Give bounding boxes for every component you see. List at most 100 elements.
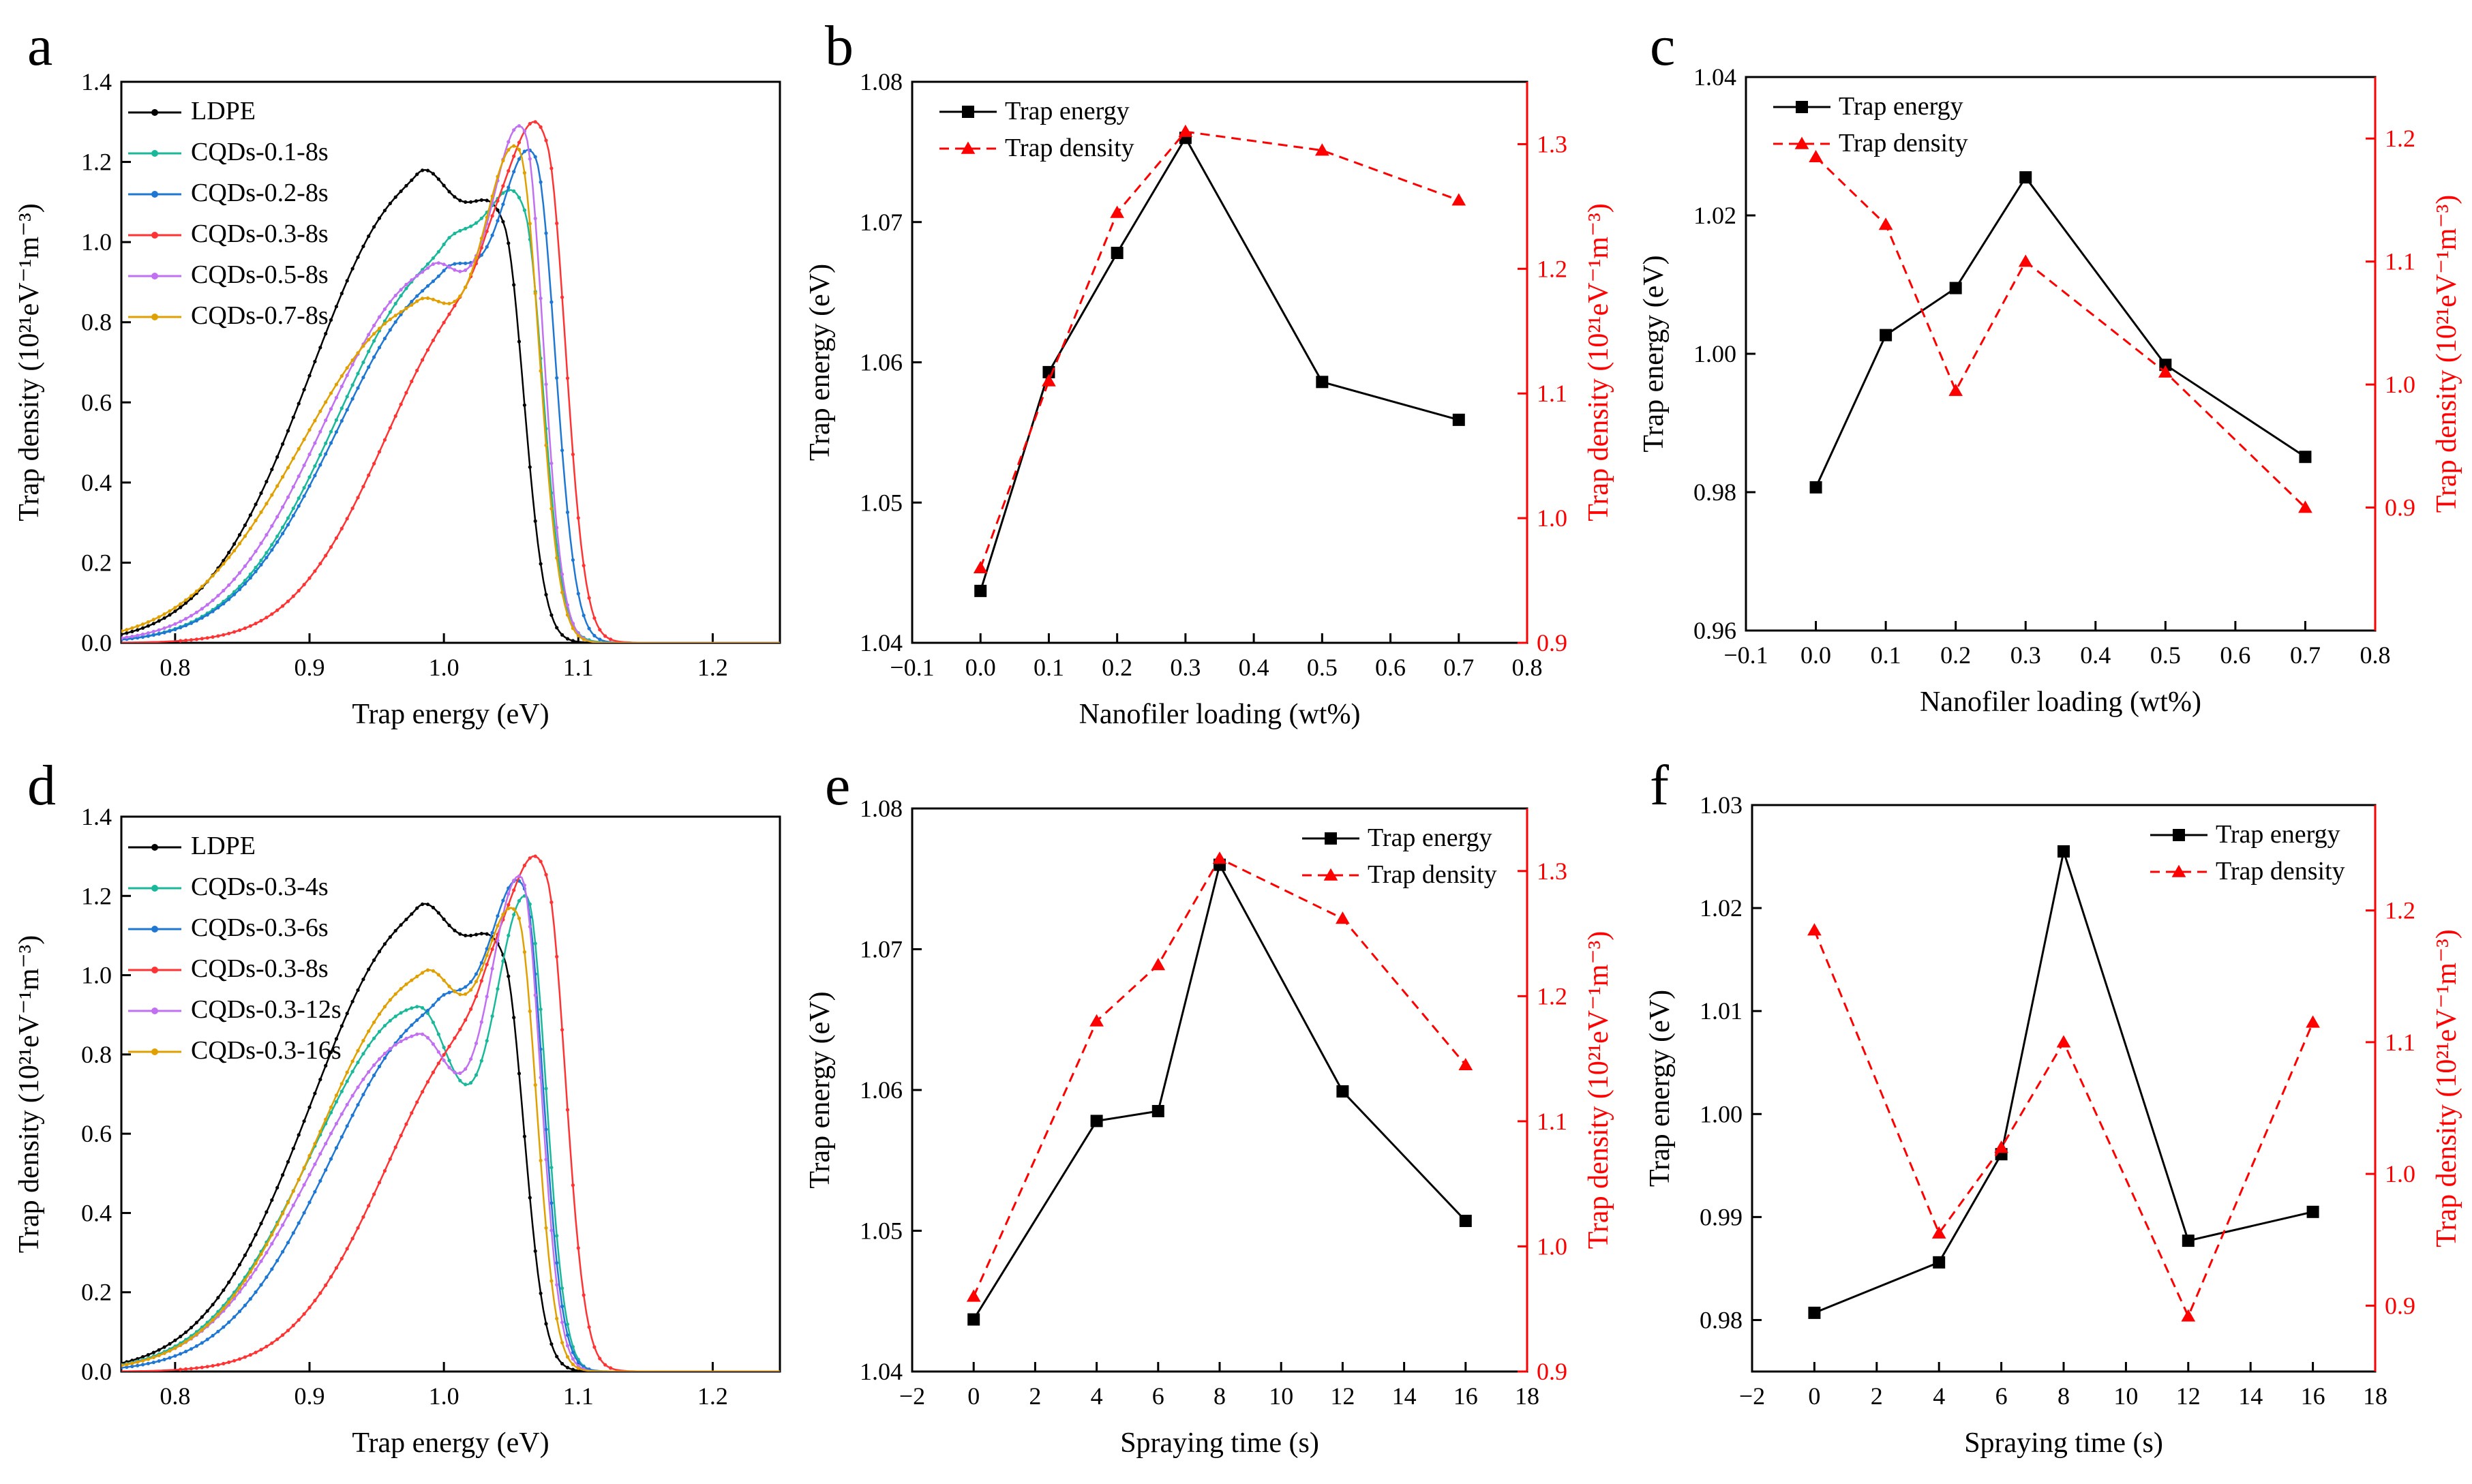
series-point (522, 950, 527, 954)
series-point (464, 261, 468, 265)
series-point (410, 379, 414, 384)
series-point (571, 1350, 575, 1354)
series-point (517, 874, 522, 878)
series-point (265, 1344, 269, 1348)
x-tick-label: 6 (1152, 1382, 1164, 1410)
series-point (340, 1082, 344, 1086)
right-axis-label: Trap density (10²¹eV⁻¹m⁻³) (2431, 929, 2462, 1247)
series-point (121, 636, 123, 640)
series-point (179, 1335, 183, 1339)
legend-marker (151, 191, 158, 198)
series-point (410, 278, 414, 282)
series-point (431, 1003, 436, 1008)
y-axis-label: Trap energy (eV) (1644, 990, 1676, 1187)
series-point (334, 1121, 338, 1125)
series-point (485, 953, 489, 957)
series-point (281, 442, 285, 446)
x-tick-label: 0.8 (160, 654, 190, 681)
series-point (205, 1337, 209, 1342)
series-point (592, 633, 597, 638)
series-point (372, 1073, 376, 1078)
legend-entry: LDPE (191, 832, 256, 860)
series-point (517, 157, 522, 161)
y-tick-label: 1.07 (860, 209, 903, 236)
series-line-1 (121, 894, 780, 1372)
legend-marker (1323, 868, 1338, 881)
series-point (205, 1323, 209, 1327)
x-tick-label: 1.0 (429, 1382, 459, 1410)
series-point (307, 1105, 312, 1109)
series-point (340, 374, 344, 378)
y-tick-label: 1.4 (81, 68, 112, 95)
series-point (507, 140, 511, 144)
series-point (329, 1105, 333, 1109)
y-tick-label: 1.4 (81, 803, 112, 830)
series-point (458, 1071, 462, 1075)
legend-marker (962, 106, 974, 118)
x-tick-label: 0.9 (295, 1382, 325, 1410)
right-tick-label: 1.2 (1537, 255, 1567, 282)
legend: Trap energy Trap density (1302, 823, 1497, 889)
series-point (560, 1304, 564, 1309)
series-point (512, 888, 516, 892)
series-point (453, 299, 457, 303)
trap-density-point (2056, 1035, 2071, 1048)
series-point (377, 1029, 382, 1033)
series-point (539, 125, 543, 129)
y-tick-label: 0.4 (81, 469, 112, 496)
series-point (334, 382, 338, 387)
series-point (544, 1087, 548, 1091)
series-point (571, 626, 575, 631)
series-point (469, 272, 473, 276)
series-point (485, 198, 489, 202)
series-line-0 (121, 169, 780, 643)
series-point (340, 1112, 344, 1116)
legend-entry: CQDs-0.3-4s (191, 873, 329, 901)
series-point (270, 1341, 274, 1345)
series-point (399, 1035, 403, 1039)
series-point (281, 1223, 285, 1227)
series-point (474, 972, 479, 976)
series-point (560, 1320, 564, 1324)
series-point (490, 233, 494, 237)
series-point (211, 1318, 215, 1322)
series-point (243, 564, 247, 569)
series-point (507, 903, 511, 907)
series-point (571, 1363, 575, 1367)
series-point (598, 637, 602, 641)
series-point (474, 256, 479, 260)
series-point (436, 299, 440, 303)
series-point (356, 1048, 360, 1053)
series-point (565, 1322, 570, 1327)
series-point (254, 1267, 258, 1271)
series-point (237, 1357, 242, 1361)
series-point (243, 1283, 247, 1287)
series-point (421, 971, 425, 975)
trap-density-point (2181, 1309, 2196, 1322)
series-point (189, 1347, 194, 1351)
series-point (270, 524, 274, 528)
series-point (334, 1266, 338, 1270)
series-point (415, 1032, 419, 1036)
series-point (421, 297, 425, 301)
right-tick-label: 1.1 (1537, 1108, 1567, 1135)
series-point (205, 579, 209, 584)
legend: Trap energy Trap density (2150, 820, 2345, 885)
legend-entry: Trap energy (1839, 92, 1963, 121)
series-point (216, 1296, 220, 1300)
right-tick-label: 1.1 (1537, 380, 1567, 407)
series-point (571, 1367, 575, 1372)
series-point (222, 1325, 226, 1329)
trap-density-point (1178, 124, 1193, 137)
series-point (259, 1348, 263, 1352)
series-point (265, 533, 269, 537)
series-point (318, 1179, 322, 1183)
series-point (200, 584, 204, 588)
series-point (517, 1072, 522, 1076)
series-point (539, 1008, 543, 1012)
series-point (453, 303, 457, 307)
series-point (367, 337, 371, 342)
series-point (485, 947, 489, 951)
series-point (302, 583, 306, 587)
series-point (393, 928, 397, 933)
